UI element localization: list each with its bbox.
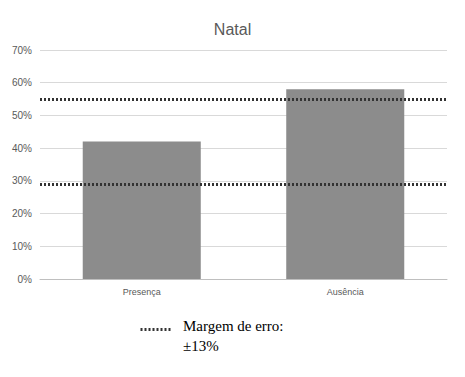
svg-text:10%: 10% — [12, 241, 32, 252]
svg-text:50%: 50% — [12, 110, 32, 121]
svg-text:0%: 0% — [18, 274, 33, 285]
svg-text:±13%: ±13% — [183, 338, 219, 354]
svg-text:Natal: Natal — [214, 21, 251, 38]
svg-text:Ausência: Ausência — [327, 287, 364, 297]
svg-text:Margem de erro:: Margem de erro: — [183, 318, 284, 334]
svg-text:40%: 40% — [12, 143, 32, 154]
svg-text:Presença: Presença — [123, 287, 161, 297]
svg-text:20%: 20% — [12, 208, 32, 219]
svg-text:70%: 70% — [12, 45, 32, 56]
svg-text:60%: 60% — [12, 77, 32, 88]
svg-text:30%: 30% — [12, 175, 32, 186]
